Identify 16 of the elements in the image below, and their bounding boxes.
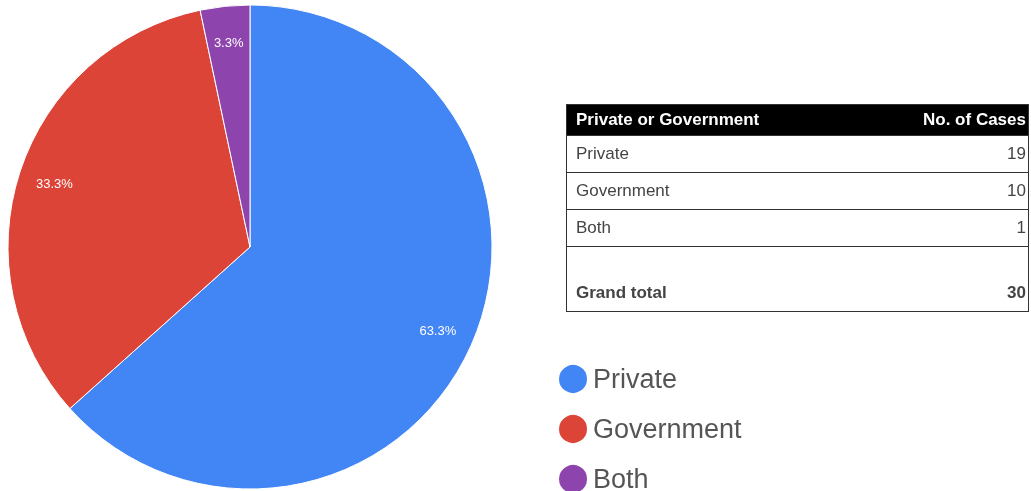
text: Government [566,172,858,210]
text: 30 [857,246,1029,312]
text: Both [566,209,858,247]
text: Grand total [566,246,858,312]
legend-label: Private [593,364,678,394]
text: 19 [857,135,1029,173]
text: Private [566,135,858,173]
text: 1 [857,209,1029,247]
text: Private or Government [566,104,858,136]
data-label: 33.3% [36,175,74,191]
text: 10 [857,172,1029,210]
legend-label: Government [593,414,743,444]
legend-label: Both [593,464,649,491]
data-label: 3.3% [213,34,244,50]
data-label: 63.3% [419,323,457,339]
text: No. of Cases [857,104,1029,136]
